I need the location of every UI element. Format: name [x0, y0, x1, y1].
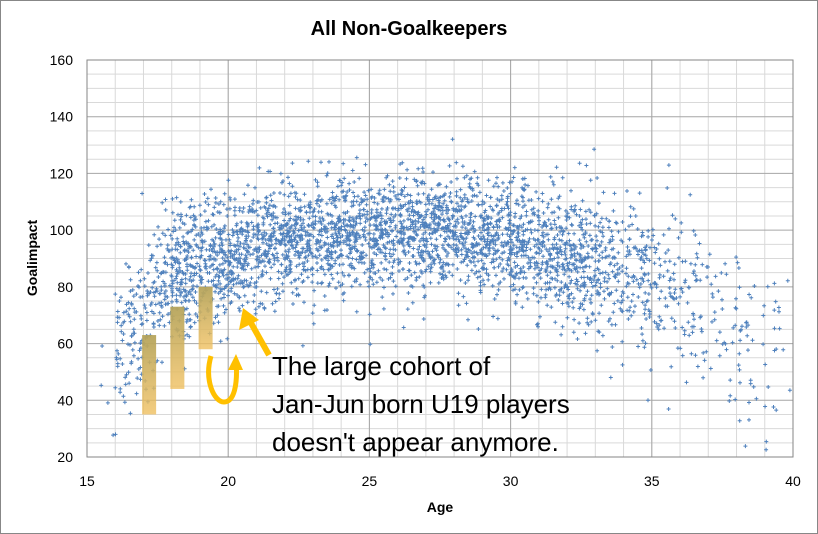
plot-area-border — [86, 59, 794, 458]
x-tick-label: 35 — [644, 473, 660, 489]
highlight-bar — [142, 335, 157, 415]
y-tick-label: 80 — [57, 279, 73, 295]
y-tick-label: 60 — [57, 336, 73, 352]
y-tick-label: 160 — [50, 52, 74, 68]
x-axis-title: Age — [427, 499, 454, 515]
annotation-arrows — [206, 308, 272, 405]
annotation-line-2: Jan-Jun born U19 players — [272, 389, 570, 419]
annotation-text: The large cohort of Jan-Jun born U19 pla… — [272, 351, 570, 457]
highlight-bars — [142, 286, 213, 415]
y-tick-label: 140 — [50, 109, 74, 125]
straight-arrow-head — [239, 308, 259, 330]
y-tick-label: 40 — [57, 392, 73, 408]
y-axis-title: Goalimpact — [24, 220, 40, 297]
x-tick-label: 40 — [785, 473, 801, 489]
y-tick-label: 100 — [50, 222, 74, 238]
highlight-bar — [170, 306, 185, 389]
chart-title: All Non-Goalkeepers — [311, 18, 508, 40]
y-tick-label: 20 — [57, 449, 73, 465]
curved-arrow — [206, 355, 239, 405]
x-tick-label: 15 — [79, 473, 95, 489]
scatter-points — [99, 137, 792, 452]
annotation-line-3: doesn't appear anymore. — [272, 427, 559, 457]
annotation-line-1: The large cohort of — [272, 351, 491, 381]
straight-arrow — [248, 321, 272, 357]
x-tick-label: 20 — [220, 473, 236, 489]
x-tick-label: 30 — [503, 473, 519, 489]
y-tick-label: 120 — [50, 165, 74, 181]
scatter-markers — [99, 137, 792, 452]
x-axis-ticks: 15 20 25 30 35 40 — [79, 473, 801, 489]
curved-arrow-head — [228, 354, 243, 370]
x-tick-label: 25 — [362, 473, 378, 489]
highlight-bar — [198, 286, 213, 350]
y-axis-ticks: 20 40 60 80 100 120 140 160 — [50, 52, 74, 465]
